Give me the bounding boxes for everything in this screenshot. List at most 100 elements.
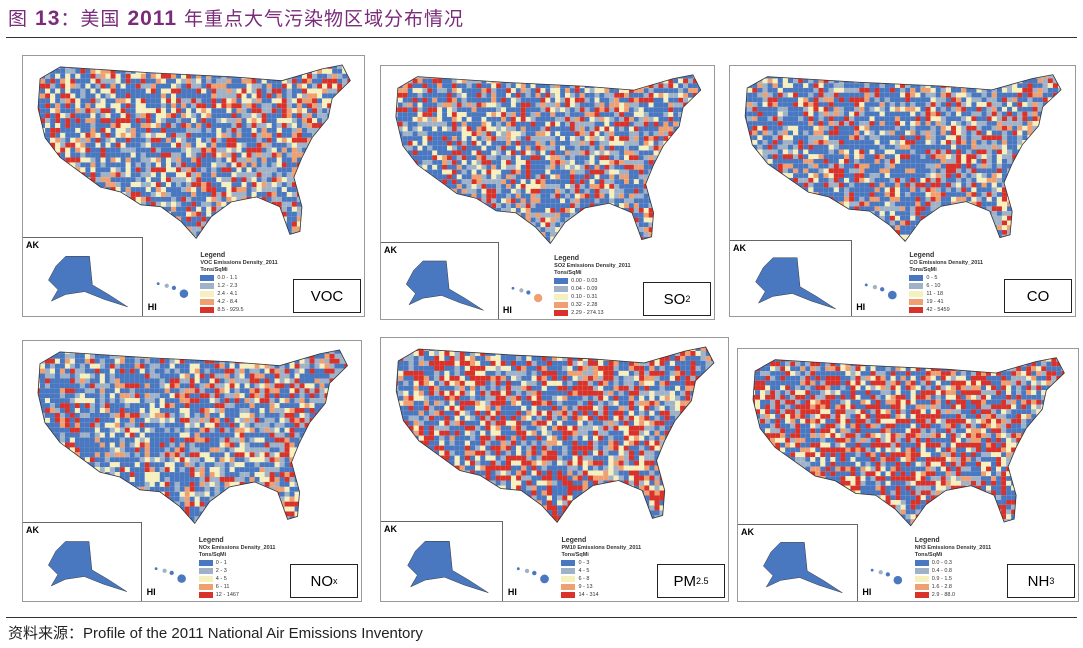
county-cell [150,88,156,94]
county-cell [608,231,614,237]
county-cell [347,142,351,148]
county-cell [49,221,55,227]
county-cell [436,169,442,174]
county-cell [281,68,287,74]
county-cell [120,137,126,143]
county-cell [663,97,668,103]
county-cell [39,88,45,94]
county-cell [697,217,701,222]
county-cell [515,169,521,174]
county-cell [311,226,317,232]
county-cell [211,206,217,212]
county-cell [737,225,742,230]
county-cell [211,196,217,202]
county-cell [633,130,639,136]
county-cell [331,206,338,212]
county-cell [663,102,668,107]
county-cell [569,154,575,160]
county-cell [105,88,111,94]
county-cell [490,102,496,107]
county-cell [599,197,605,203]
county-cell [337,64,343,69]
county-cell [160,186,166,192]
county-cell [693,69,698,74]
county-cell [206,59,211,64]
county-cell [422,188,428,194]
county-cell [388,83,393,88]
county-cell [608,178,614,184]
county-cell [85,226,91,232]
county-cell [201,191,207,197]
county-cell [623,116,629,122]
county-cell [135,231,141,236]
county-cell [436,102,442,107]
county-cell [105,166,111,172]
county-cell [75,152,81,158]
county-cell [604,130,609,136]
county-cell [190,211,197,217]
county-cell [281,117,287,123]
county-cell [125,201,131,207]
county-cell [276,181,282,187]
county-cell [687,173,693,179]
county-cell [30,162,35,167]
county-cell [70,201,76,207]
county-cell [466,173,472,179]
county-cell [653,92,659,98]
county-cell [697,169,701,174]
county-cell [677,226,683,232]
county-cell [347,83,351,89]
county-cell [663,130,668,136]
county-cell [236,176,242,182]
county-cell [311,216,317,222]
county-cell [486,111,491,117]
county-cell [604,106,609,112]
county-cell [668,69,673,74]
county-cell [206,196,212,202]
county-cell [692,145,698,151]
county-cell [525,169,531,174]
county-cell [80,226,86,232]
county-cell [216,191,222,197]
county-cell [201,196,207,202]
county-cell [216,186,222,192]
county-cell [145,78,151,84]
county-cell [441,197,447,203]
county-cell [643,217,649,222]
county-cell [175,226,181,232]
county-cell [65,191,71,197]
county-cell [331,221,338,227]
county-cell [311,191,317,197]
county-cell [687,106,693,112]
county-cell [663,74,668,79]
county-cell [291,137,297,143]
county-cell [296,73,302,79]
county-cell [342,122,348,128]
county-cell [75,221,81,227]
county-cell [402,82,408,88]
county-cell [331,176,338,182]
county-cell [441,202,447,208]
county-cell [90,196,96,202]
county-cell [226,142,232,148]
county-cell [165,157,171,163]
county-cell [54,73,61,79]
county-cell [321,102,327,108]
county-cell [737,92,742,97]
county-cell [140,171,146,177]
county-cell [70,68,76,74]
county-cell [301,206,307,212]
county-cell [201,73,207,79]
county-cell [540,69,545,74]
county-cell [216,83,222,89]
county-cell [618,236,624,242]
county-cell [540,121,546,127]
county-cell [431,145,437,151]
county-cell [486,145,491,151]
county-cell [100,102,106,108]
county-cell [115,98,121,103]
county-cell [206,216,212,222]
county-cell [100,191,106,197]
county-cell [130,221,136,227]
county-cell [530,140,536,146]
